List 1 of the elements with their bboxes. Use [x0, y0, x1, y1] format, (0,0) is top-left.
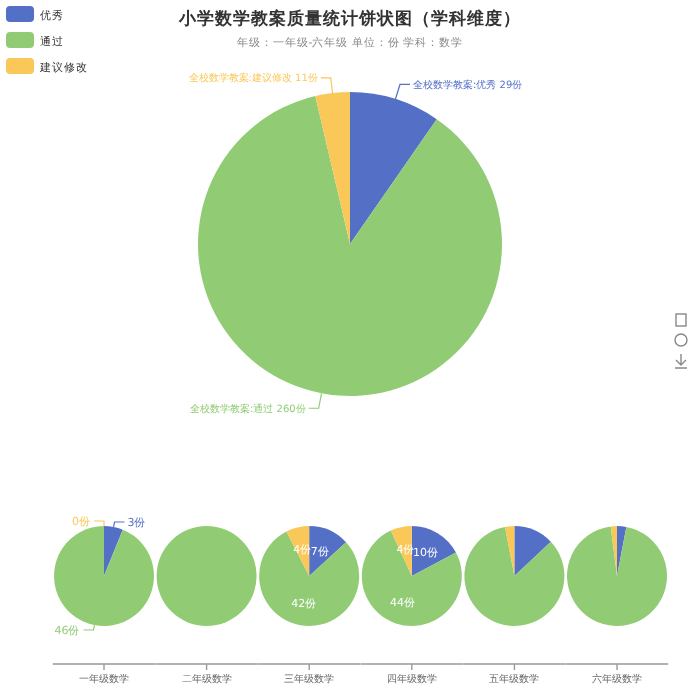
chart-title: 小学数学教案质量统计饼状图（学科维度）: [177, 8, 521, 30]
